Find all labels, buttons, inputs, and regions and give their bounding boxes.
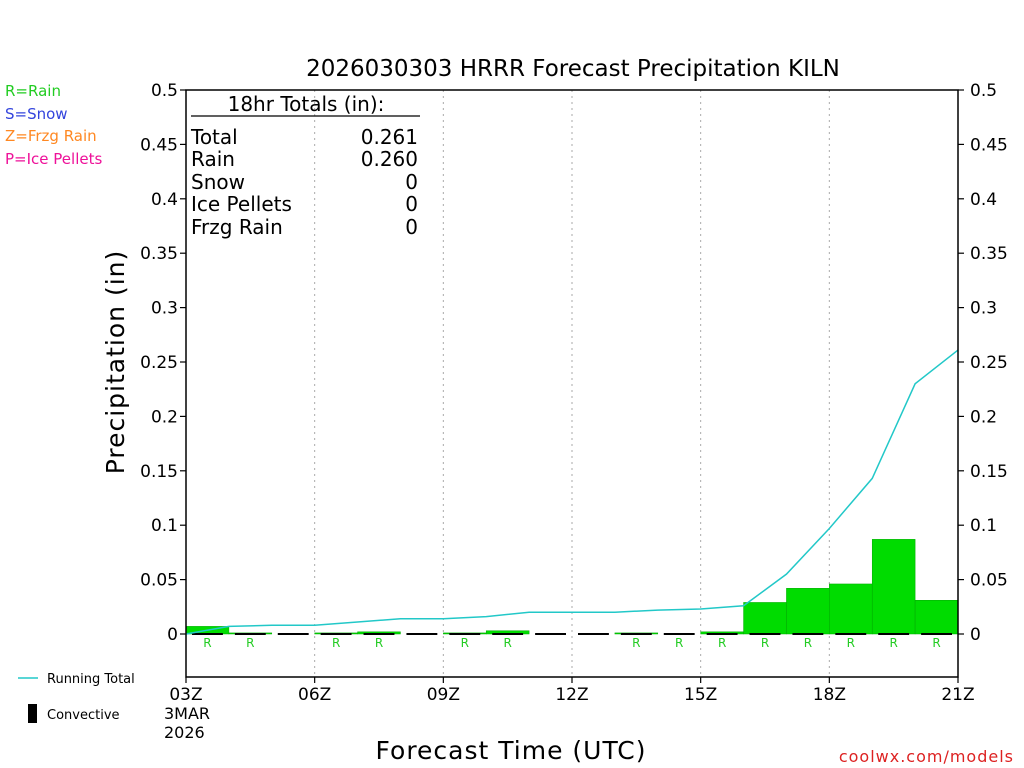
chart-title: 2026030303 HRRR Forecast Precipitation K… (306, 56, 840, 82)
y-tick-label-right: 0.5 (970, 81, 997, 101)
x-tick-label: 21Z (941, 685, 974, 705)
y-tick-label-right: 0.45 (970, 135, 1008, 155)
precip-type-label: R (632, 636, 640, 650)
precip-type-label: R (761, 636, 769, 650)
y-tick-label-right: 0.3 (970, 299, 997, 319)
x-tick-label: 15Z (684, 685, 717, 705)
totals-value-snow: 0 (405, 170, 418, 194)
totals-value-total: 0.261 (361, 125, 418, 149)
convective-legend-label: Convective (47, 708, 120, 723)
totals-label-total: Total (190, 125, 238, 149)
y-tick-label: 0.35 (140, 244, 178, 264)
precip-type-label: R (718, 636, 726, 650)
precip-type-label: R (332, 636, 340, 650)
x-axis: 03Z 06Z 09Z 12Z 15Z 18Z 21Z (169, 677, 975, 705)
precip-type-label: R (375, 636, 383, 650)
y-tick-label: 0.05 (140, 571, 178, 591)
legend-snow: S=Snow (5, 105, 68, 123)
y-tick-label-right: 0.1 (970, 516, 997, 536)
precip-type-label: R (675, 636, 683, 650)
y-tick-label: 0.3 (151, 299, 178, 319)
x-tick-label: 06Z (298, 685, 331, 705)
credit-text: coolwx.com/models (839, 747, 1014, 766)
y-tick-label-right: 0.4 (970, 190, 997, 210)
precip-type-label: R (889, 636, 897, 650)
y-tick-label: 0.2 (151, 407, 178, 427)
precip-type-label: R (804, 636, 812, 650)
x-tick-label: 12Z (555, 685, 588, 705)
y-tick-label: 0.5 (151, 81, 178, 101)
legend-ice-pellets: P=Ice Pellets (5, 150, 102, 168)
vertical-grid-lines (314, 90, 830, 677)
precip-type-label: R (246, 636, 254, 650)
totals-heading: 18hr Totals (in): (228, 92, 385, 116)
precip-bar (871, 539, 916, 635)
legend-frzg-rain: Z=Frzg Rain (5, 127, 97, 145)
precip-type-label: R (461, 636, 469, 650)
y-tick-label: 0 (167, 625, 178, 645)
totals-label-ice-pellets: Ice Pellets (191, 192, 292, 216)
y-axis-left: 0 0.05 0.1 0.15 0.2 0.25 0.3 0.35 0.4 0.45 0.5 (140, 81, 186, 645)
convective-legend-swatch (28, 704, 37, 723)
totals-value-ice-pellets: 0 (405, 192, 418, 216)
x-axis-title: Forecast Time (UTC) (376, 736, 647, 765)
precip-bar (829, 583, 873, 635)
y-tick-label: 0.45 (140, 135, 178, 155)
y-tick-label-right: 0.15 (970, 462, 1008, 482)
precip-bar (914, 600, 959, 635)
y-axis-right: 0 0.05 0.1 0.15 0.2 0.25 0.3 0.35 0.4 0.45 0.5 (958, 81, 1008, 645)
precip-type-label: R (503, 636, 511, 650)
totals-box: 18hr Totals (in): Total 0.261 Rain 0.260… (190, 92, 420, 239)
precip-type-label: R (932, 636, 940, 650)
running-total-line (185, 349, 959, 635)
y-tick-label: 0.1 (151, 516, 178, 536)
x-tick-label: 03Z (169, 685, 202, 705)
type-legend: R=Rain S=Snow Z=Frzg Rain P=Ice Pellets (5, 82, 102, 168)
totals-value-frzg-rain: 0 (405, 215, 418, 239)
y-tick-label-right: 0.25 (970, 353, 1008, 373)
x-tick-label: 09Z (427, 685, 460, 705)
precip-type-label: R (847, 636, 855, 650)
totals-label-snow: Snow (191, 170, 245, 194)
totals-label-frzg-rain: Frzg Rain (191, 215, 283, 239)
precip-bar (786, 588, 830, 635)
running-total-legend-label: Running Total (47, 672, 135, 687)
precip-bar (743, 602, 787, 635)
legend-rain: R=Rain (5, 82, 61, 100)
precip-type-label: R (203, 636, 211, 650)
y-tick-label-right: 0.35 (970, 244, 1008, 264)
y-tick-label-right: 0.05 (970, 571, 1008, 591)
date-label-month: 3MAR (164, 704, 210, 723)
y-tick-label: 0.4 (151, 190, 178, 210)
y-tick-label-right: 0 (970, 625, 981, 645)
y-tick-label: 0.15 (140, 462, 178, 482)
y-axis-title: Precipitation (in) (101, 250, 130, 475)
y-tick-label: 0.25 (140, 353, 178, 373)
y-tick-label-right: 0.2 (970, 407, 997, 427)
totals-label-rain: Rain (191, 147, 235, 171)
date-label-year: 2026 (164, 723, 205, 742)
totals-value-rain: 0.260 (361, 147, 418, 171)
x-tick-label: 18Z (813, 685, 846, 705)
series-legend: Running Total Convective (18, 672, 135, 723)
